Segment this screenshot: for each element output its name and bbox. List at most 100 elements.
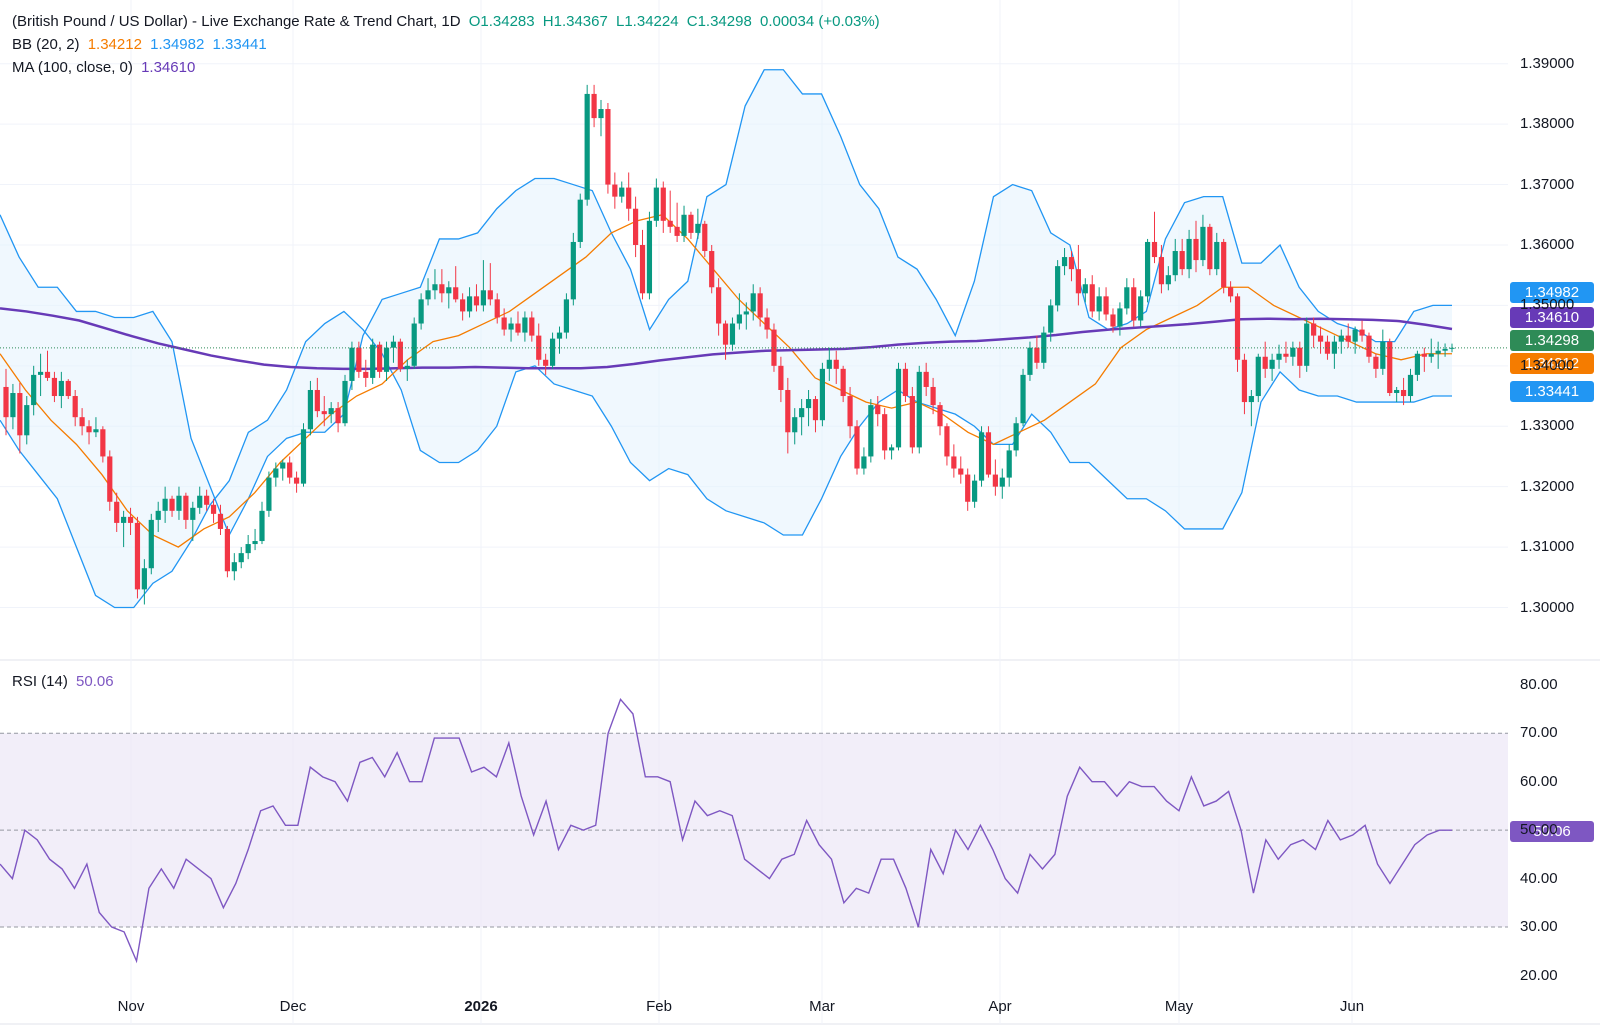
candle-body	[688, 214, 694, 233]
candle-body	[238, 553, 244, 563]
candle-body	[1110, 314, 1116, 327]
candle-body	[1034, 347, 1040, 363]
candle-body	[875, 405, 881, 415]
candle-body	[722, 323, 729, 345]
candle-body	[972, 480, 978, 502]
candle-body	[1228, 287, 1234, 297]
candle-body	[1255, 356, 1261, 397]
candle-body	[1338, 335, 1344, 342]
candle-body	[86, 426, 92, 433]
candle-body	[1096, 296, 1102, 312]
candle-body	[612, 184, 618, 197]
candle-body	[1290, 347, 1296, 357]
candle-body	[709, 251, 715, 288]
candle-body	[819, 368, 826, 421]
candle-body	[487, 290, 493, 300]
candle-body	[549, 338, 556, 366]
candle-body	[529, 317, 535, 336]
price-axis-tick-label: 1.38000	[1520, 115, 1575, 133]
candle-body	[1041, 332, 1047, 363]
candle-body	[31, 374, 37, 406]
candle-body	[17, 393, 23, 436]
candle-body	[958, 468, 964, 475]
candle-body	[785, 389, 791, 433]
candle-body	[591, 93, 597, 119]
candle-body	[584, 93, 590, 200]
candle-body	[314, 389, 320, 412]
candle-body	[1352, 329, 1358, 342]
candle-body	[854, 426, 860, 469]
candle-body	[501, 317, 507, 330]
candle-body	[515, 323, 521, 333]
candle-body	[646, 220, 653, 294]
rsi-axis-tick-label: 50.00	[1520, 821, 1558, 839]
candle-body	[1345, 335, 1351, 342]
candle-body	[1144, 241, 1151, 297]
bb-lower-line	[0, 310, 1452, 609]
candle-body	[1366, 335, 1372, 357]
badge-price: 1.34298	[1510, 330, 1594, 351]
candle-body	[24, 405, 30, 436]
candle-body	[909, 396, 915, 448]
candle-body	[868, 405, 874, 457]
candle-body	[812, 399, 819, 421]
candle-body	[1151, 241, 1158, 258]
price-axis-tick-label: 1.30000	[1520, 598, 1575, 616]
candle-body	[888, 447, 895, 451]
candle-body	[65, 380, 71, 397]
candle-body	[397, 341, 403, 369]
candle-body	[1269, 359, 1275, 369]
candle-body	[1324, 341, 1331, 354]
candle-body	[1158, 257, 1165, 285]
candle-body	[1359, 329, 1365, 336]
candle-body	[1131, 287, 1137, 321]
rsi-label: RSI (14)	[12, 673, 68, 690]
candle-body	[349, 347, 355, 381]
candle-body	[363, 371, 369, 378]
candle-body	[44, 371, 51, 378]
candle-body	[162, 498, 168, 511]
bb-legend: BB (20, 2) 1.34212 1.34982 1.33441	[12, 36, 271, 53]
candle-body	[632, 208, 639, 245]
candle-body	[570, 241, 576, 300]
open-value: O1.34283	[468, 13, 535, 30]
candle-body	[937, 405, 943, 427]
candle-body	[100, 429, 106, 457]
candle-body	[176, 495, 182, 511]
candle-body	[1103, 296, 1109, 315]
candle-body	[328, 408, 334, 415]
rsi-axis-tick-label: 80.00	[1520, 675, 1558, 693]
candle-body	[1006, 450, 1012, 478]
candle-body	[494, 299, 500, 318]
price-axis-tick-label: 1.32000	[1520, 477, 1575, 495]
candle-body	[1165, 275, 1171, 285]
rsi-axis-tick-label: 40.00	[1520, 869, 1558, 887]
bb-upper-line	[0, 69, 1452, 537]
candle-body	[411, 323, 417, 366]
candle-body	[1262, 356, 1268, 369]
candle-body	[460, 299, 466, 312]
ma-value: 1.34610	[141, 59, 196, 76]
candle-body	[1138, 296, 1144, 321]
candle-body	[1200, 226, 1206, 261]
candle-body	[1276, 353, 1282, 360]
candle-body	[252, 541, 258, 545]
candle-body	[1013, 423, 1019, 451]
candle-body	[377, 344, 383, 372]
time-axis-tick-label: Mar	[809, 998, 835, 1015]
candle-body	[1234, 296, 1241, 360]
candle-body	[653, 187, 659, 221]
candle-body	[750, 293, 756, 312]
candle-body	[335, 408, 341, 424]
candle-body	[833, 359, 839, 369]
candle-body	[155, 510, 161, 520]
change-value: 0.00034 (+0.03%)	[759, 13, 880, 30]
candle-body	[1304, 323, 1310, 366]
candle-body	[190, 507, 196, 520]
candle-body	[51, 377, 58, 397]
candle-body	[1207, 226, 1213, 270]
candle-body	[1061, 257, 1068, 267]
candle-body	[134, 522, 141, 590]
candle-body	[556, 332, 563, 339]
